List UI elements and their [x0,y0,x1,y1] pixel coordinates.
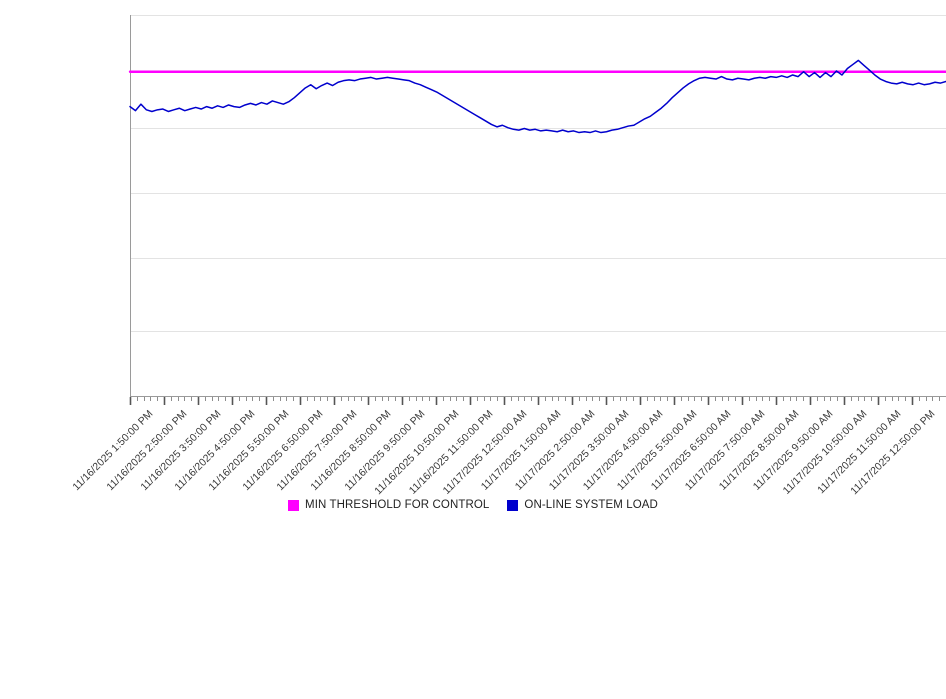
legend-entry[interactable]: ON-LINE SYSTEM LOAD [507,499,658,511]
series-line [129,59,946,134]
legend-color-swatch [507,499,519,511]
x-axis-ticks [129,397,940,405]
load-vs-threshold-chart: 11/16/2025 1:50:00 PM 11/16/2025 2:50:00 … [0,15,946,516]
chart-legend: MIN THRESHOLD FOR CONTROL ON-LINE SYSTEM … [0,494,946,516]
legend-label: ON-LINE SYSTEM LOAD [524,499,658,511]
chart-plot-area [128,15,946,405]
data-series [128,59,946,134]
legend-color-swatch [288,499,300,511]
axis-lines [130,15,946,397]
legend-entry[interactable]: MIN THRESHOLD FOR CONTROL [288,499,489,511]
legend-label: MIN THRESHOLD FOR CONTROL [305,499,490,511]
